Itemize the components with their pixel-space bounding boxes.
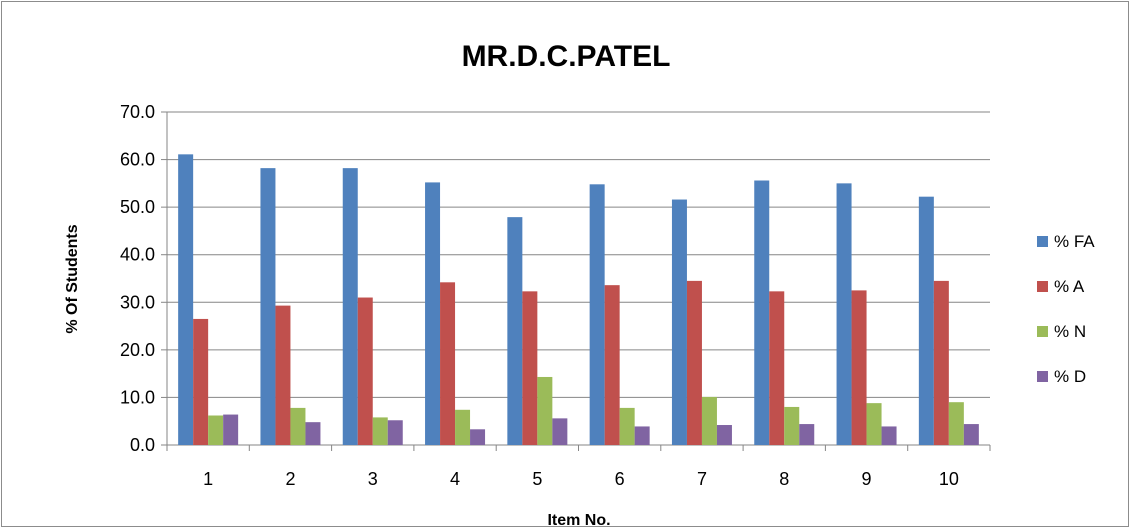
x-axis-title: Item No. bbox=[547, 512, 610, 528]
bar-n-item-9 bbox=[866, 403, 882, 445]
bar-d-item-8 bbox=[799, 424, 815, 445]
bar-fa-item-6 bbox=[589, 184, 605, 445]
bar-fa-item-8 bbox=[754, 180, 770, 445]
bar-fa-item-3 bbox=[342, 168, 358, 446]
y-tick-label: 70.0 bbox=[120, 102, 155, 122]
legend-swatch bbox=[1037, 236, 1048, 247]
bar-a-item-2 bbox=[275, 305, 291, 445]
legend-swatch bbox=[1037, 371, 1048, 382]
x-tick-label: 2 bbox=[285, 469, 295, 489]
legend-label: % A bbox=[1054, 277, 1085, 296]
bar-n-item-1 bbox=[208, 415, 224, 445]
y-tick-label: 10.0 bbox=[120, 387, 155, 407]
y-tick-label: 60.0 bbox=[120, 150, 155, 170]
bar-n-item-6 bbox=[619, 407, 635, 445]
y-axis-title: % Of Students bbox=[64, 224, 81, 333]
legend-label: % N bbox=[1054, 322, 1086, 341]
bar-fa-item-9 bbox=[836, 183, 852, 445]
bar-a-item-4 bbox=[440, 282, 456, 445]
bar-d-item-5 bbox=[552, 418, 568, 445]
bar-n-item-7 bbox=[701, 396, 717, 445]
x-tick-label: 7 bbox=[697, 469, 707, 489]
bar-d-item-4 bbox=[470, 429, 486, 445]
bar-fa-item-1 bbox=[178, 154, 194, 446]
y-tick-label: 0.0 bbox=[130, 435, 155, 455]
x-tick-label: 4 bbox=[450, 469, 460, 489]
y-tick-label: 20.0 bbox=[120, 340, 155, 360]
x-tick-label: 6 bbox=[615, 469, 625, 489]
bar-d-item-9 bbox=[881, 426, 897, 445]
x-tick-label: 3 bbox=[368, 469, 378, 489]
x-tick-label: 10 bbox=[939, 469, 959, 489]
x-tick-label: 8 bbox=[779, 469, 789, 489]
bar-a-item-8 bbox=[769, 291, 785, 445]
legend-swatch bbox=[1037, 281, 1048, 292]
legend-label: % FA bbox=[1054, 232, 1095, 251]
bar-n-item-5 bbox=[537, 376, 553, 445]
bars bbox=[178, 154, 979, 446]
y-tick-label: 30.0 bbox=[120, 292, 155, 312]
bar-n-item-2 bbox=[290, 407, 306, 445]
x-tick-label: 1 bbox=[203, 469, 213, 489]
bar-n-item-10 bbox=[948, 402, 964, 445]
bar-a-item-3 bbox=[357, 297, 373, 445]
bar-fa-item-2 bbox=[260, 168, 276, 446]
bar-a-item-9 bbox=[851, 290, 867, 445]
legend-swatch bbox=[1037, 326, 1048, 337]
bar-a-item-5 bbox=[522, 291, 538, 445]
bar-a-item-6 bbox=[604, 285, 620, 445]
bar-d-item-10 bbox=[963, 424, 979, 445]
bar-fa-item-7 bbox=[671, 199, 687, 445]
bar-n-item-8 bbox=[784, 406, 800, 445]
bar-d-item-1 bbox=[223, 414, 239, 445]
bar-a-item-10 bbox=[933, 280, 949, 445]
bar-n-item-3 bbox=[372, 417, 388, 445]
bar-n-item-4 bbox=[455, 409, 471, 445]
bar-fa-item-4 bbox=[425, 182, 441, 446]
chart-title: MR.D.C.PATEL bbox=[462, 40, 671, 73]
y-tick-label: 50.0 bbox=[120, 197, 155, 217]
bar-fa-item-10 bbox=[918, 196, 934, 445]
bar-a-item-7 bbox=[686, 280, 702, 445]
x-tick-label: 9 bbox=[862, 469, 872, 489]
x-axis-ticks: 1 2 3 4 5 6 7 8 9 10 bbox=[166, 445, 991, 489]
y-axis-ticks: 0.0 10.0 20.0 30.0 40.0 50.0 60.0 70.0 bbox=[120, 102, 155, 455]
y-tick-label: 40.0 bbox=[120, 245, 155, 265]
bar-d-item-6 bbox=[634, 426, 650, 445]
bar-d-item-7 bbox=[716, 425, 732, 445]
bar-a-item-1 bbox=[193, 318, 209, 445]
bar-fa-item-5 bbox=[507, 217, 523, 445]
legend: % FA % A % N % D bbox=[1037, 232, 1095, 386]
bar-d-item-2 bbox=[305, 422, 321, 445]
bar-d-item-3 bbox=[387, 420, 403, 445]
x-tick-label: 5 bbox=[532, 469, 542, 489]
legend-label: % D bbox=[1054, 367, 1086, 386]
